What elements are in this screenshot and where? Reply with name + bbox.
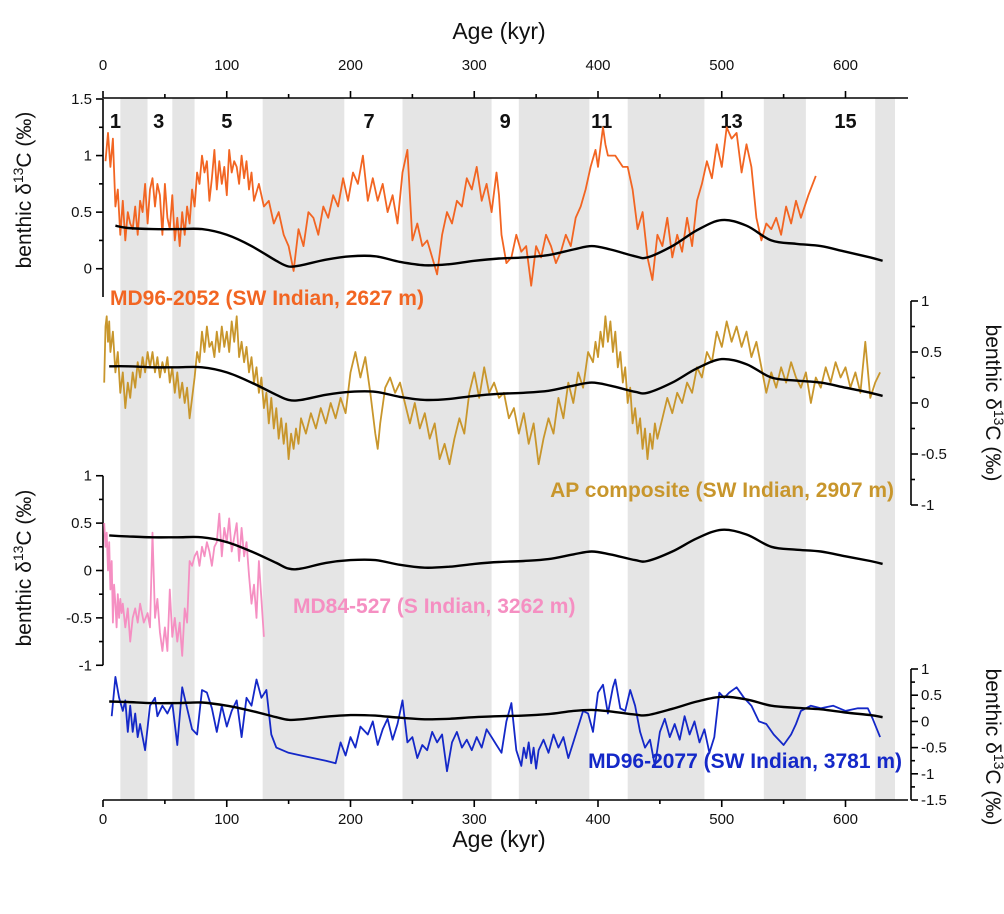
y-axis-title: benthic δ13C (‰) xyxy=(10,112,36,269)
panel-1: 0 0.5 1 1.5 benthic δ13C (‰) MD96-2052 (SW In… xyxy=(10,91,883,310)
stage-label-9: 9 xyxy=(500,111,511,133)
top-age-tick-label: 600 xyxy=(833,57,858,74)
y-axis-title: benthic δ13C (‰) xyxy=(981,669,1004,826)
smoothed-trend-line xyxy=(109,695,883,722)
record-label: AP composite (SW Indian, 2907 m) xyxy=(550,479,894,502)
record-label: MD96-2052 (SW Indian, 2627 m) xyxy=(110,287,424,310)
y-axis-title: benthic δ13C (‰) xyxy=(10,490,36,647)
y-tick-label: 0.5 xyxy=(71,204,92,221)
stage-label-5: 5 xyxy=(221,111,232,133)
glacial-band xyxy=(875,98,895,800)
top-age-tick-label: 100 xyxy=(214,57,239,74)
y-tick-label: -0.5 xyxy=(921,446,947,463)
y-tick-label: 0 xyxy=(921,713,929,730)
smoothed-trend-line xyxy=(109,357,883,402)
y-tick-label: 1 xyxy=(921,661,929,678)
y-tick-label: 1.5 xyxy=(71,91,92,108)
smoothed-trend-line xyxy=(109,528,883,571)
y-tick-label: -0.5 xyxy=(66,610,92,627)
y-tick-label: 1 xyxy=(84,468,92,485)
record-label: MD96-2077 (SW Indian, 3781 m) xyxy=(588,750,902,773)
y-tick-label: -1 xyxy=(79,657,92,674)
top-age-tick-label: 200 xyxy=(338,57,363,74)
stage-label-15: 15 xyxy=(834,111,856,133)
stage-label-11: 11 xyxy=(591,111,612,133)
stage-label-3: 3 xyxy=(153,111,164,133)
glacial-band xyxy=(627,98,705,800)
y-tick-label: 0 xyxy=(84,261,92,278)
y-tick-label: 0 xyxy=(921,395,929,412)
y-tick-label: 0.5 xyxy=(921,344,942,361)
y-tick-label: 1 xyxy=(921,293,929,310)
glacial-band xyxy=(518,98,590,800)
glacial-band xyxy=(763,98,806,800)
top-age-tick-label: 0 xyxy=(99,57,107,74)
bottom-age-tick-label: 100 xyxy=(214,811,239,828)
bottom-age-tick-label: 300 xyxy=(462,811,487,828)
series-line xyxy=(110,676,881,773)
glacial-bands xyxy=(120,98,895,800)
top-age-tick-label: 500 xyxy=(709,57,734,74)
panel-4: -1.5 -1 -0.5 0 0.5 1 benthic δ13C (‰) MD96-2077… xyxy=(109,661,1004,825)
series-line xyxy=(103,512,265,657)
y-tick-label: 0.5 xyxy=(921,687,942,704)
panel-3: -1 -0.5 0 0.5 1 benthic δ13C (‰) MD84-527 (S I… xyxy=(10,468,883,674)
y-tick-label: -1.5 xyxy=(921,792,947,809)
record-panels: 0 0.5 1 1.5 benthic δ13C (‰) MD96-2052 (SW In… xyxy=(10,91,1004,825)
y-axis-title: benthic δ13C (‰) xyxy=(981,325,1004,482)
age-axes: 0 0 100 100 200 200 300 300 400 400 500 500 600 600 Ag… xyxy=(99,18,908,852)
series-line xyxy=(103,315,881,466)
y-tick-label: 1 xyxy=(84,148,92,165)
bottom-age-tick-label: 200 xyxy=(338,811,363,828)
stage-label-13: 13 xyxy=(721,111,743,133)
bottom-age-axis-title: Age (kyr) xyxy=(452,826,545,852)
y-tick-label: 0 xyxy=(84,563,92,580)
y-tick-label: -0.5 xyxy=(921,740,947,757)
bottom-age-tick-label: 600 xyxy=(833,811,858,828)
stage-label-1: 1 xyxy=(110,111,121,133)
record-label: MD84-527 (S Indian, 3262 m) xyxy=(293,595,575,618)
bottom-age-tick-label: 400 xyxy=(585,811,610,828)
bottom-age-tick-label: 500 xyxy=(709,811,734,828)
series-line xyxy=(104,126,817,287)
smoothed-trend-line xyxy=(115,218,883,268)
top-age-tick-label: 300 xyxy=(462,57,487,74)
marine-isotope-stage-labels: 1 3 5 7 9 11 13 15 xyxy=(110,111,857,133)
glacial-band xyxy=(172,98,195,800)
top-age-axis-title: Age (kyr) xyxy=(452,18,545,44)
top-age-tick-label: 400 xyxy=(585,57,610,74)
bottom-age-tick-label: 0 xyxy=(99,811,107,828)
panel-2: -1 -0.5 0 0.5 1 benthic δ13C (‰) AP composite … xyxy=(103,293,1004,514)
y-tick-label: -1 xyxy=(921,497,934,514)
y-tick-label: 0.5 xyxy=(71,515,92,532)
glacial-band xyxy=(402,98,492,800)
glacial-band xyxy=(262,98,345,800)
stage-label-7: 7 xyxy=(364,111,375,133)
y-tick-label: -1 xyxy=(921,766,934,783)
